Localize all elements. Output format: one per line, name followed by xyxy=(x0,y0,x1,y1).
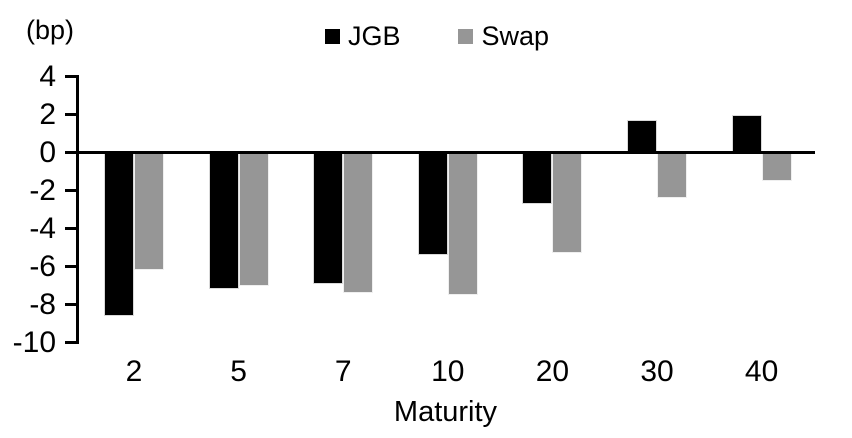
bar-jgb-40 xyxy=(731,114,762,153)
y-tick-0 xyxy=(65,151,79,154)
x-label-5: 5 xyxy=(230,355,247,388)
y-tick-4 xyxy=(65,75,79,78)
bar-swap-10 xyxy=(447,152,478,295)
bar-swap-20 xyxy=(552,152,583,254)
bar-jgb-5 xyxy=(208,152,239,290)
legend-item-swap: Swap xyxy=(458,20,549,52)
y-axis-unit-label: (bp) xyxy=(26,15,75,45)
bar-swap-30 xyxy=(657,152,687,199)
x-label-10: 10 xyxy=(431,355,465,388)
x-label-30: 30 xyxy=(640,355,674,388)
y-tick-label-4: 4 xyxy=(39,59,56,93)
y-tick--6 xyxy=(65,265,79,268)
legend: JGB Swap xyxy=(0,20,852,52)
y-tick-label-0: 0 xyxy=(39,135,56,169)
bar-swap-40 xyxy=(761,152,792,181)
y-tick-2 xyxy=(65,113,79,116)
bar-jgb-10 xyxy=(417,152,448,256)
x-label-7: 7 xyxy=(334,355,352,388)
y-tick-label--4: -4 xyxy=(29,211,56,245)
zero-line xyxy=(75,150,815,155)
y-axis-line xyxy=(76,75,79,344)
bar-swap-2 xyxy=(134,152,164,271)
bar-swap-7 xyxy=(343,152,374,294)
y-tick-label--6: -6 xyxy=(29,249,56,283)
legend-swatch-swap-icon xyxy=(458,28,474,44)
y-tick-label--10: -10 xyxy=(12,325,56,359)
y-tick--8 xyxy=(65,303,79,306)
bar-jgb-2 xyxy=(104,152,134,316)
y-tick--10 xyxy=(65,341,79,344)
y-tick-label--8: -8 xyxy=(29,287,56,321)
x-label-40: 40 xyxy=(744,355,779,388)
y-tick-label-2: 2 xyxy=(39,97,56,131)
bar-swap-5 xyxy=(238,152,269,286)
bar-jgb-7 xyxy=(313,152,344,284)
legend-swatch-jgb-icon xyxy=(324,28,340,44)
x-label-2: 2 xyxy=(125,355,143,388)
x-axis-title: Maturity xyxy=(393,396,498,428)
legend-label-swap: Swap xyxy=(481,21,550,51)
y-tick--4 xyxy=(65,227,79,230)
y-tick-label--2: -2 xyxy=(29,173,56,207)
legend-item-jgb: JGB xyxy=(324,20,401,52)
x-label-20: 20 xyxy=(535,355,570,388)
y-tick--2 xyxy=(65,189,79,192)
bar-jgb-30 xyxy=(627,120,657,153)
bar-jgb-20 xyxy=(522,152,553,204)
legend-label-jgb: JGB xyxy=(347,21,401,51)
